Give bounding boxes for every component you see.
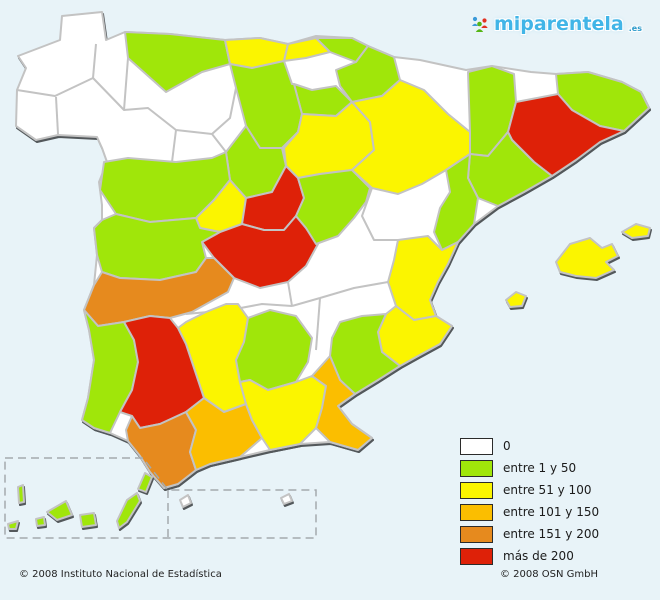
province-laspalmas[interactable] xyxy=(79,512,97,528)
legend-swatch xyxy=(460,503,493,521)
province-asturias[interactable] xyxy=(124,31,231,93)
legend-label: entre 101 y 150 xyxy=(503,505,600,519)
legend-swatch xyxy=(460,547,493,565)
legend-swatch xyxy=(460,525,493,543)
map-legend: 0 entre 1 y 50 entre 51 y 100 entre 101 y 1… xyxy=(460,437,600,570)
province-zaragoza[interactable] xyxy=(351,79,471,195)
inset-frames xyxy=(4,457,317,539)
province-border xyxy=(291,297,321,307)
province-melilla[interactable] xyxy=(280,493,293,505)
legend-row-101-150: entre 101 y 150 xyxy=(460,503,600,521)
landmass xyxy=(7,11,651,530)
province-border xyxy=(315,297,321,351)
province-guadalajara[interactable] xyxy=(295,169,371,245)
province-baleares[interactable] xyxy=(621,223,651,239)
brand-name: miparentela xyxy=(493,13,624,35)
province-santacruz[interactable] xyxy=(35,516,46,527)
province-malaga[interactable] xyxy=(185,397,263,471)
brand-logo[interactable]: miparentela .es xyxy=(470,15,642,34)
legend-row-51-100: entre 51 y 100 xyxy=(460,481,599,499)
attribution-ine: © 2008 Instituto Nacional de Estadística xyxy=(19,569,222,580)
province-cadiz[interactable] xyxy=(125,411,197,489)
brand-tld: .es xyxy=(628,24,642,33)
province-border xyxy=(319,281,389,299)
legend-label: más de 200 xyxy=(503,549,574,563)
legend-label: entre 1 y 50 xyxy=(503,461,577,475)
province-border xyxy=(16,77,125,111)
people-icon xyxy=(471,16,488,32)
legend-swatch xyxy=(460,437,493,455)
province-ceuta[interactable] xyxy=(179,494,192,508)
province-santacruz[interactable] xyxy=(17,484,25,504)
province-santacruz[interactable] xyxy=(7,520,19,530)
province-laspalmas[interactable] xyxy=(116,492,141,529)
legend-swatch xyxy=(460,481,493,499)
legend-row-200+: más de 200 xyxy=(460,547,599,565)
legend-swatch xyxy=(460,459,493,477)
inset-box xyxy=(4,457,317,539)
legend-label: entre 151 y 200 xyxy=(503,527,600,541)
province-almeria[interactable] xyxy=(311,355,373,451)
province-santacruz[interactable] xyxy=(46,500,73,521)
province-border xyxy=(287,281,293,307)
province-vizcaya[interactable] xyxy=(283,37,331,62)
province-baleares[interactable] xyxy=(555,237,619,279)
province-border xyxy=(55,96,59,135)
province-laspalmas[interactable] xyxy=(137,472,153,493)
province-border xyxy=(92,43,97,79)
legend-row-0: 0 xyxy=(460,437,599,455)
province-murcia[interactable] xyxy=(329,313,401,395)
legend-label: entre 51 y 100 xyxy=(503,483,592,497)
legend-row-1-50: entre 1 y 50 xyxy=(460,459,599,477)
province-border xyxy=(123,57,227,153)
attribution-osn: © 2008 OSN GmbH xyxy=(500,569,599,580)
province-valencia[interactable] xyxy=(387,235,459,321)
legend-row-151-200: entre 151 y 200 xyxy=(460,525,600,543)
province-baleares[interactable] xyxy=(505,291,527,308)
legend-label: 0 xyxy=(503,439,511,453)
province-border xyxy=(171,129,177,163)
province-border xyxy=(211,87,237,135)
